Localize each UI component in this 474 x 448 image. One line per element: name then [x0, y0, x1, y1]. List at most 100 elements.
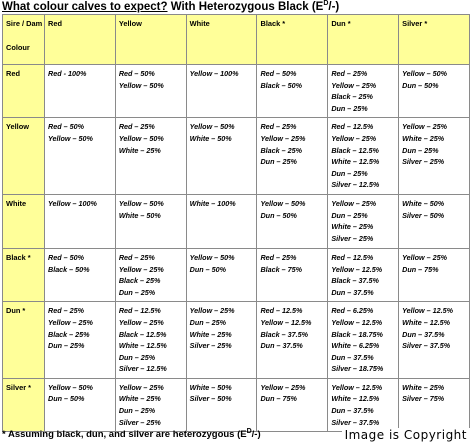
table-cell: Yellow – 100% [44, 193, 116, 249]
cell-line: Dun – 37.5% [331, 406, 374, 416]
cell-line: White – 50% [189, 382, 232, 392]
title-main: What colour calves to expect? [2, 0, 168, 13]
cell-line: Silver – 25% [402, 157, 445, 167]
row-header-text: Silver * [6, 382, 32, 392]
column-header-text: Red [48, 19, 62, 28]
cell-line: Red – 25% [331, 69, 368, 78]
cell-line: Yellow – 100% [189, 69, 239, 78]
table-cell: White – 50% Silver – 50% [185, 377, 258, 433]
cell-line: Red – 12.5% [118, 306, 161, 316]
cell-line: Yellow – 50% [118, 80, 164, 90]
column-header-text: Dun * [331, 19, 351, 28]
column-header: Red [44, 14, 116, 65]
cell-line: Black – 25% [331, 92, 373, 102]
cell-line: Yellow – 25% [331, 133, 377, 143]
cell-line: Silver – 37.5% [402, 341, 451, 351]
cell-line: Yellow – 12.5% [331, 317, 383, 327]
cell-line: Black – 12.5% [118, 329, 167, 339]
cell-line: Black – 37.5% [260, 329, 309, 339]
cell-line: Dun – 25% [331, 210, 368, 220]
table-cell: Red – 50% Black – 50% [256, 63, 329, 119]
cell-line: Red – 25% [48, 306, 84, 316]
cell-line: Yellow – 50% [402, 69, 448, 78]
cell-line: Dun – 25% [402, 145, 439, 155]
cell-line: Dun – 25% [331, 168, 368, 178]
table-cell: Red – 12.5% Yellow – 12.5% Black – 37.5% Du… [327, 247, 400, 303]
cell-line: Black – 25% [118, 276, 161, 286]
cell-line: Dun – 25% [118, 406, 156, 416]
table-cell: Red – 12.5% Yellow – 25% Black – 12.5% Whit… [327, 117, 400, 195]
cell-line: Yellow – 50% [189, 122, 235, 132]
cell-line: Red – 50% [48, 252, 84, 262]
table-cell: Yellow – 25% Dun – 25% White – 25% Silver –… [327, 193, 400, 249]
cell-line: Red – 50% [118, 69, 155, 78]
table-cell: Yellow – 25% Dun – 75% [398, 247, 470, 303]
cell-line: Dun – 37.5% [402, 329, 445, 339]
cell-line: Dun – 25% [118, 287, 156, 297]
cell-line: Yellow – 25% [118, 382, 164, 392]
cell-line: Dun – 25% [118, 352, 156, 362]
cell-line: White – 25% [118, 394, 161, 404]
footnote: * Assuming black, dun, and silver are he… [2, 428, 261, 440]
table-row: Silver * Yellow – 50% Dun – 50% Yellow – 25… [2, 377, 470, 433]
cell-line: Red – 12.5% [260, 306, 303, 316]
cell-line: Yellow – 25% [402, 122, 448, 132]
cell-line: Yellow – 25% [118, 264, 164, 274]
table-cell: Yellow – 12.5% White – 12.5% Dun – 37.5% Si… [398, 301, 470, 379]
footnote-main: * Assuming black, dun, and silver are he… [2, 429, 247, 441]
cell-line: Red – 25% [118, 252, 155, 262]
table-cell: Red – 25% Yellow – 25% Black – 25% Dun – 25… [327, 63, 400, 119]
table-cell: Red – 25% Yellow – 50% White – 25% [114, 117, 187, 195]
cell-line: White – 6.25% [331, 341, 380, 351]
cell-line: Red – 50% [260, 69, 297, 78]
row-header-text: White [6, 198, 27, 208]
cell-line: White – 12.5% [118, 341, 167, 351]
cell-line: Dun – 50% [48, 394, 85, 404]
cell-line: Black – 50% [48, 264, 90, 274]
cell-line: Silver – 50% [189, 394, 232, 404]
table-cell: Red – 25% Yellow – 25% Black – 25% Dun – 25… [114, 247, 187, 303]
table-cell: Yellow – 25% Dun – 25% White – 25% Silver –… [185, 301, 258, 379]
cell-line: Dun – 25% [189, 317, 227, 327]
cell-line: White – 25% [402, 133, 445, 143]
column-header: Silver * [398, 14, 470, 65]
cell-line: Red – 25% [260, 122, 297, 132]
row-header: Yellow [2, 117, 45, 195]
cell-line: White – 12.5% [331, 157, 380, 167]
cell-line: Red – 12.5% [331, 252, 374, 262]
table-cell: Red – 50% Black – 50% [44, 247, 116, 303]
cell-line: Yellow – 12.5% [260, 317, 312, 327]
cell-line: Silver – 75% [402, 394, 445, 404]
cell-line: White – 25% [331, 222, 374, 232]
cell-line: Red – 50% [48, 122, 84, 132]
cell-line: White – 12.5% [331, 394, 380, 404]
cell-line: White – 50% [402, 198, 445, 208]
corner-cell: Sire / Dam Colour [2, 14, 45, 65]
cell-line: White – 50% [118, 210, 161, 220]
column-header-text: Silver * [402, 19, 428, 28]
cell-line: White – 25% [402, 382, 445, 392]
table-cell: Yellow – 25% Dun – 75% [256, 377, 329, 433]
table-cell: Yellow – 12.5% White – 12.5% Dun – 37.5% Si… [327, 377, 400, 433]
cell-line: Dun – 25% [48, 341, 85, 351]
table-cell: Yellow – 50% Dun – 50% [185, 247, 258, 303]
table-row: White Yellow – 100% Yellow – 50% White – 50… [2, 193, 470, 249]
cell-line: Silver – 12.5% [118, 364, 167, 374]
row-header-text: Red [6, 69, 20, 78]
cell-line: Yellow – 12.5% [331, 382, 383, 392]
cell-line: Yellow – 25% [260, 133, 306, 143]
cell-line: Silver – 12.5% [331, 180, 380, 190]
row-header: Black * [2, 247, 45, 303]
cell-line: Yellow – 25% [118, 317, 164, 327]
row-header: Red [2, 63, 45, 119]
title-end: /-) [328, 0, 340, 13]
column-header: White [185, 14, 258, 65]
title: What colour calves to expect? With Heter… [2, 0, 339, 13]
cell-line: Dun – 50% [189, 264, 227, 274]
cell-line: Black – 25% [48, 329, 90, 339]
table-row: Red Red - 100% Red – 50% Yellow – 50% Yellow… [2, 63, 470, 119]
table-cell: Red – 50% Yellow – 50% [114, 63, 187, 119]
column-header-text: Yellow [118, 19, 142, 28]
footnote-end: /-) [251, 429, 261, 441]
column-header-text: White [189, 19, 210, 28]
